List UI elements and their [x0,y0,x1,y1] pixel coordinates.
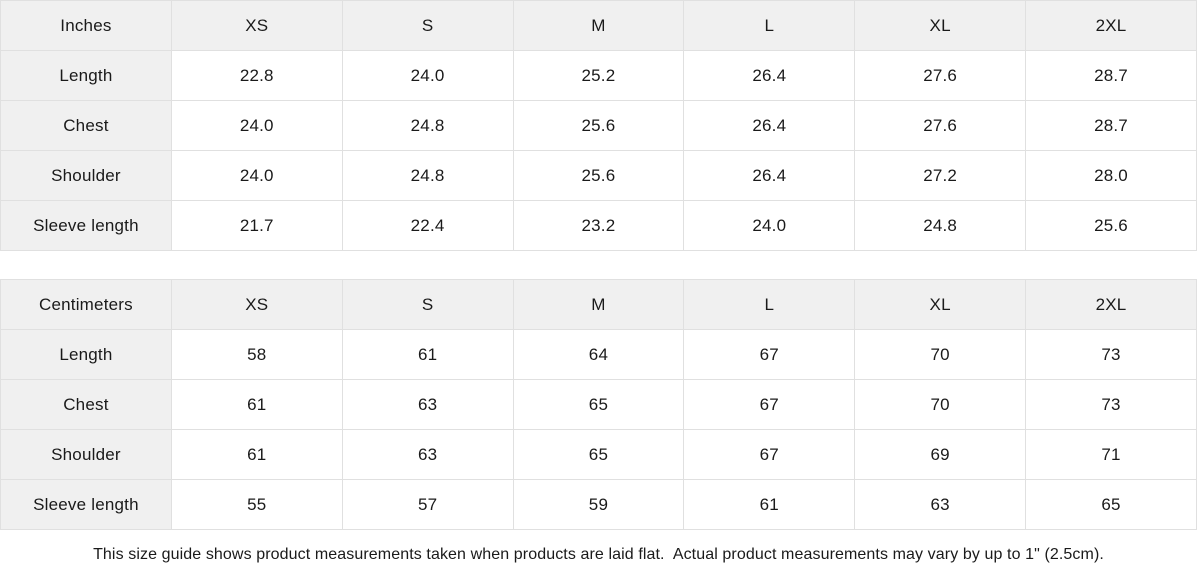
value-cell: 58 [170,329,343,380]
value-cell: 27.6 [854,50,1027,101]
value-cell: 24.0 [170,150,343,201]
size-header-cell: S [341,0,514,51]
value-cell: 27.2 [854,150,1027,201]
value-cell: 22.4 [341,200,514,251]
value-cell: 21.7 [170,200,343,251]
value-cell: 70 [854,329,1027,380]
value-cell: 22.8 [170,50,343,101]
header-row: Centimeters XS S M L XL 2XL [0,279,1197,330]
row-label-cell: Sleeve length [0,200,172,251]
row-label-cell: Length [0,50,172,101]
row-label-cell: Chest [0,379,172,430]
table-row: Chest 24.0 24.8 25.6 26.4 27.6 28.7 [0,100,1197,151]
row-label-cell: Length [0,329,172,380]
value-cell: 28.7 [1025,50,1197,101]
value-cell: 69 [854,429,1027,480]
value-cell: 61 [170,429,343,480]
value-cell: 65 [512,379,685,430]
table-row: Shoulder 61 63 65 67 69 71 [0,429,1197,480]
table-row: Length 22.8 24.0 25.2 26.4 27.6 28.7 [0,50,1197,101]
size-header-cell: L [683,0,856,51]
table-row: Chest 61 63 65 67 70 73 [0,379,1197,430]
size-header-cell: L [683,279,856,330]
value-cell: 26.4 [683,100,856,151]
table-gap [0,251,1197,279]
unit-header-cell: Inches [0,0,172,51]
size-guide-note: This size guide shows product measuremen… [0,530,1197,580]
row-label-cell: Shoulder [0,429,172,480]
value-cell: 64 [512,329,685,380]
size-header-cell: XL [854,0,1027,51]
table-row: Sleeve length 21.7 22.4 23.2 24.0 24.8 25.6 [0,200,1197,251]
value-cell: 26.4 [683,150,856,201]
value-cell: 61 [341,329,514,380]
value-cell: 55 [170,479,343,530]
header-row: Inches XS S M L XL 2XL [0,0,1197,51]
unit-header-cell: Centimeters [0,279,172,330]
value-cell: 67 [683,429,856,480]
value-cell: 26.4 [683,50,856,101]
value-cell: 25.2 [512,50,685,101]
value-cell: 61 [683,479,856,530]
size-header-cell: XS [170,0,343,51]
value-cell: 24.8 [341,100,514,151]
row-label-cell: Shoulder [0,150,172,201]
value-cell: 65 [1025,479,1197,530]
value-cell: 63 [341,429,514,480]
value-cell: 25.6 [1025,200,1197,251]
value-cell: 61 [170,379,343,430]
value-cell: 25.6 [512,100,685,151]
value-cell: 24.0 [341,50,514,101]
size-table-inches: Inches XS S M L XL 2XL Length 22.8 24.0 25.2 26.4 27… [0,0,1197,251]
size-header-cell: M [512,279,685,330]
value-cell: 73 [1025,329,1197,380]
table-row: Sleeve length 55 57 59 61 63 65 [0,479,1197,530]
value-cell: 73 [1025,379,1197,430]
value-cell: 63 [341,379,514,430]
value-cell: 25.6 [512,150,685,201]
value-cell: 57 [341,479,514,530]
value-cell: 70 [854,379,1027,430]
table-row: Length 58 61 64 67 70 73 [0,329,1197,380]
size-header-cell: 2XL [1025,279,1197,330]
row-label-cell: Sleeve length [0,479,172,530]
value-cell: 24.0 [170,100,343,151]
value-cell: 67 [683,329,856,380]
value-cell: 24.8 [854,200,1027,251]
size-header-cell: 2XL [1025,0,1197,51]
size-table-centimeters: Centimeters XS S M L XL 2XL Length 58 61 64 67 70 73 C… [0,279,1197,530]
value-cell: 67 [683,379,856,430]
value-cell: 24.8 [341,150,514,201]
size-header-cell: S [341,279,514,330]
value-cell: 28.7 [1025,100,1197,151]
value-cell: 28.0 [1025,150,1197,201]
value-cell: 24.0 [683,200,856,251]
value-cell: 65 [512,429,685,480]
value-cell: 63 [854,479,1027,530]
row-label-cell: Chest [0,100,172,151]
value-cell: 23.2 [512,200,685,251]
value-cell: 27.6 [854,100,1027,151]
value-cell: 71 [1025,429,1197,480]
value-cell: 59 [512,479,685,530]
size-header-cell: XS [170,279,343,330]
table-row: Shoulder 24.0 24.8 25.6 26.4 27.2 28.0 [0,150,1197,201]
size-header-cell: XL [854,279,1027,330]
size-header-cell: M [512,0,685,51]
